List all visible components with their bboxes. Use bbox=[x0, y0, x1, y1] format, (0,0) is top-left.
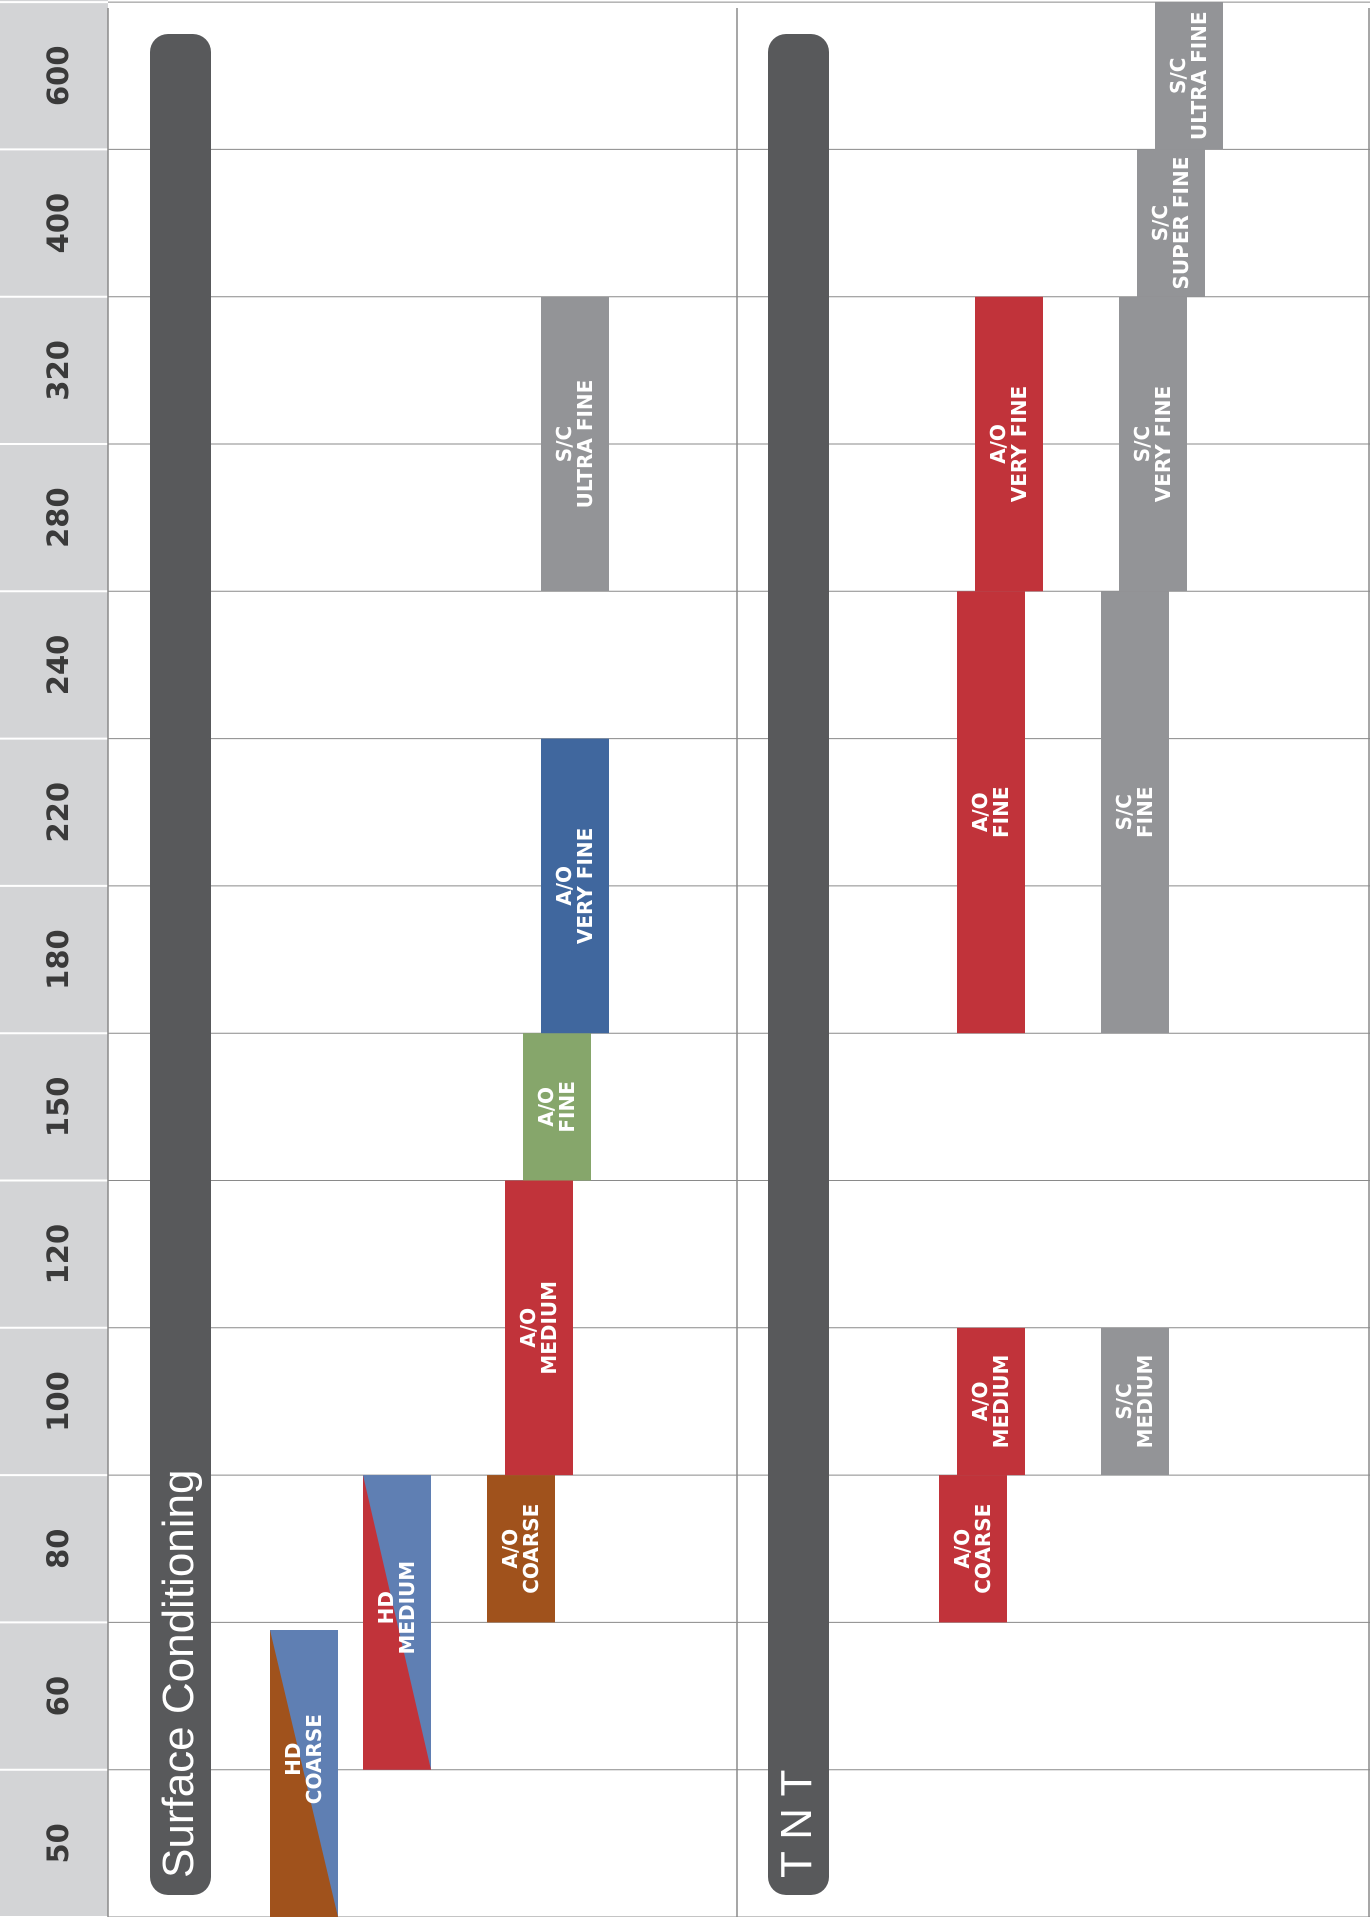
bar-label-line2: FINE bbox=[555, 1081, 579, 1133]
grit-label: 400 bbox=[41, 193, 75, 254]
grit-label: 600 bbox=[41, 45, 75, 106]
bar-fill bbox=[957, 1327, 1025, 1476]
bar-label: S/CFINE bbox=[1112, 786, 1157, 838]
bar-fill bbox=[975, 296, 1043, 592]
bar-fill bbox=[957, 591, 1025, 1034]
bar-fill bbox=[505, 1180, 573, 1476]
bar-fill bbox=[1119, 296, 1187, 592]
bar-label-line1: S/C bbox=[1166, 58, 1190, 94]
bar-label-line1: S/C bbox=[1130, 426, 1154, 462]
bar-label-line1: S/C bbox=[1112, 794, 1136, 830]
bar-label-line1: S/C bbox=[1112, 1383, 1136, 1419]
bar: HDMEDIUM bbox=[363, 1475, 431, 1770]
grit-label: 280 bbox=[41, 487, 75, 548]
bar-label-line1: S/C bbox=[552, 426, 576, 462]
bar-label: A/OMEDIUM bbox=[516, 1281, 561, 1375]
bar: S/CULTRA FINE bbox=[541, 296, 609, 592]
bar-label: A/OMEDIUM bbox=[968, 1355, 1013, 1449]
bar-fill bbox=[487, 1475, 555, 1623]
bar-label-line2: VERY FINE bbox=[573, 828, 597, 944]
bar-label: A/OVERY FINE bbox=[552, 828, 597, 944]
bar-label-line2: MEDIUM bbox=[989, 1355, 1013, 1449]
section-band bbox=[768, 34, 829, 1895]
bar: A/OCOARSE bbox=[939, 1475, 1007, 1623]
bar: A/OMEDIUM bbox=[957, 1327, 1025, 1476]
bar-fill-primary bbox=[270, 1630, 338, 1917]
bar-label-line2: VERY FINE bbox=[1151, 386, 1175, 502]
bar: S/CFINE bbox=[1101, 591, 1169, 1034]
bar: A/OFINE bbox=[957, 591, 1025, 1034]
grit-label: 240 bbox=[41, 635, 75, 696]
bar-label-line1: A/O bbox=[552, 866, 576, 906]
bar-label-line1: HD bbox=[374, 1591, 398, 1624]
bar: A/OVERY FINE bbox=[975, 296, 1043, 592]
bar-label: HDMEDIUM bbox=[374, 1561, 419, 1655]
bar-label-line2: COARSE bbox=[971, 1504, 995, 1594]
bar: HDCOARSE bbox=[270, 1630, 338, 1917]
bar-label-line2: COARSE bbox=[519, 1504, 543, 1594]
bar-label-line1: A/O bbox=[498, 1529, 522, 1569]
bar-fill bbox=[541, 738, 609, 1034]
bar-label-line1: A/O bbox=[534, 1087, 558, 1127]
bar: A/OCOARSE bbox=[487, 1475, 555, 1623]
bar-label: HDCOARSE bbox=[281, 1714, 326, 1804]
bar: A/OVERY FINE bbox=[541, 738, 609, 1034]
bar-label: S/CVERY FINE bbox=[1130, 386, 1175, 502]
grit-label: 60 bbox=[41, 1676, 75, 1716]
bar-label-line2: ULTRA FINE bbox=[573, 380, 597, 509]
bar: S/CMEDIUM bbox=[1101, 1327, 1169, 1476]
bar: S/CULTRA FINE bbox=[1155, 2, 1223, 150]
bar-label: S/CULTRA FINE bbox=[552, 380, 597, 509]
bar-label-line1: HD bbox=[281, 1742, 305, 1775]
bar-label-line1: A/O bbox=[950, 1529, 974, 1569]
bar-fill bbox=[523, 1033, 591, 1181]
bar: A/OMEDIUM bbox=[505, 1180, 573, 1476]
bar-fill-primary bbox=[363, 1475, 431, 1770]
grit-label: 180 bbox=[41, 929, 75, 990]
bar-fill bbox=[1137, 149, 1205, 297]
bar-label-line1: A/O bbox=[968, 792, 992, 832]
bar-fill bbox=[1101, 1327, 1169, 1476]
grit-label: 120 bbox=[41, 1224, 75, 1285]
bar-label: A/OCOARSE bbox=[498, 1504, 543, 1594]
bar-label: S/CSUPER FINE bbox=[1148, 157, 1193, 290]
section-band bbox=[150, 34, 211, 1895]
bar-label: A/OVERY FINE bbox=[986, 386, 1031, 502]
bar-label-line1: S/C bbox=[1148, 205, 1172, 241]
grit-label: 320 bbox=[41, 340, 75, 401]
bar-label-line2: SUPER FINE bbox=[1169, 157, 1193, 290]
section-title: T N T bbox=[772, 1770, 821, 1878]
bar-label-line2: MEDIUM bbox=[537, 1281, 561, 1375]
bar-label-line2: FINE bbox=[989, 786, 1013, 838]
bar-label-line2: COARSE bbox=[302, 1714, 326, 1804]
bar-label-line2: FINE bbox=[1133, 786, 1157, 838]
grit-label: 100 bbox=[41, 1371, 75, 1432]
bar-fill bbox=[541, 296, 609, 592]
section-title: Surface Conditioning bbox=[154, 1470, 203, 1878]
bar-label-line2: MEDIUM bbox=[1133, 1355, 1157, 1449]
bar-fill bbox=[1101, 591, 1169, 1034]
grit-label: 220 bbox=[41, 782, 75, 843]
bar: A/OFINE bbox=[523, 1033, 591, 1181]
bar-label: A/OFINE bbox=[534, 1081, 579, 1133]
bar-label: S/CMEDIUM bbox=[1112, 1355, 1157, 1449]
bar-fill bbox=[939, 1475, 1007, 1623]
bar-label-line2: MEDIUM bbox=[395, 1561, 419, 1655]
grit-label: 80 bbox=[41, 1529, 75, 1569]
bar-label-line1: A/O bbox=[516, 1308, 540, 1348]
bar-fill bbox=[1155, 2, 1223, 150]
bar-label-line2: VERY FINE bbox=[1007, 386, 1031, 502]
bar-label-line2: ULTRA FINE bbox=[1187, 11, 1211, 140]
bar-label: A/OFINE bbox=[968, 786, 1013, 838]
bar-label: A/OCOARSE bbox=[950, 1504, 995, 1594]
grit-column bbox=[0, 0, 108, 1917]
bar-label-line1: A/O bbox=[968, 1382, 992, 1422]
bar: S/CSUPER FINE bbox=[1137, 149, 1205, 297]
bar-label: S/CULTRA FINE bbox=[1166, 11, 1211, 140]
bar-label-line1: A/O bbox=[986, 424, 1010, 464]
grit-label: 150 bbox=[41, 1077, 75, 1138]
grit-label: 50 bbox=[41, 1823, 75, 1863]
bar: S/CVERY FINE bbox=[1119, 296, 1187, 592]
